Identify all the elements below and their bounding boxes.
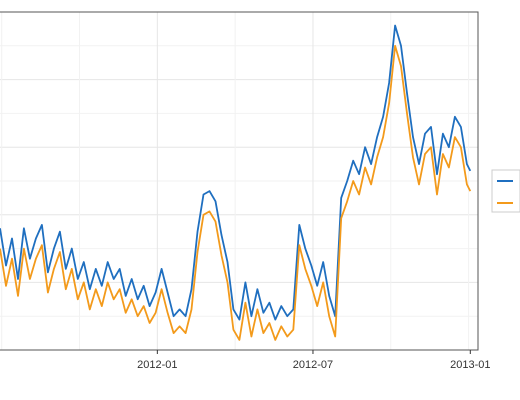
plot-border — [0, 11, 479, 351]
legend-box — [491, 169, 520, 213]
legend — [491, 169, 520, 213]
x-tick-label: 2012-01 — [137, 359, 177, 371]
x-axis: 2012-01 2012-07 2013-01 — [137, 350, 490, 371]
x-tick-label: 2012-07 — [293, 359, 333, 371]
x-tick-label: 2013-01 — [450, 359, 490, 371]
series-line-1 — [0, 24, 472, 321]
series-lines — [0, 24, 472, 341]
series-line-2 — [0, 44, 472, 341]
